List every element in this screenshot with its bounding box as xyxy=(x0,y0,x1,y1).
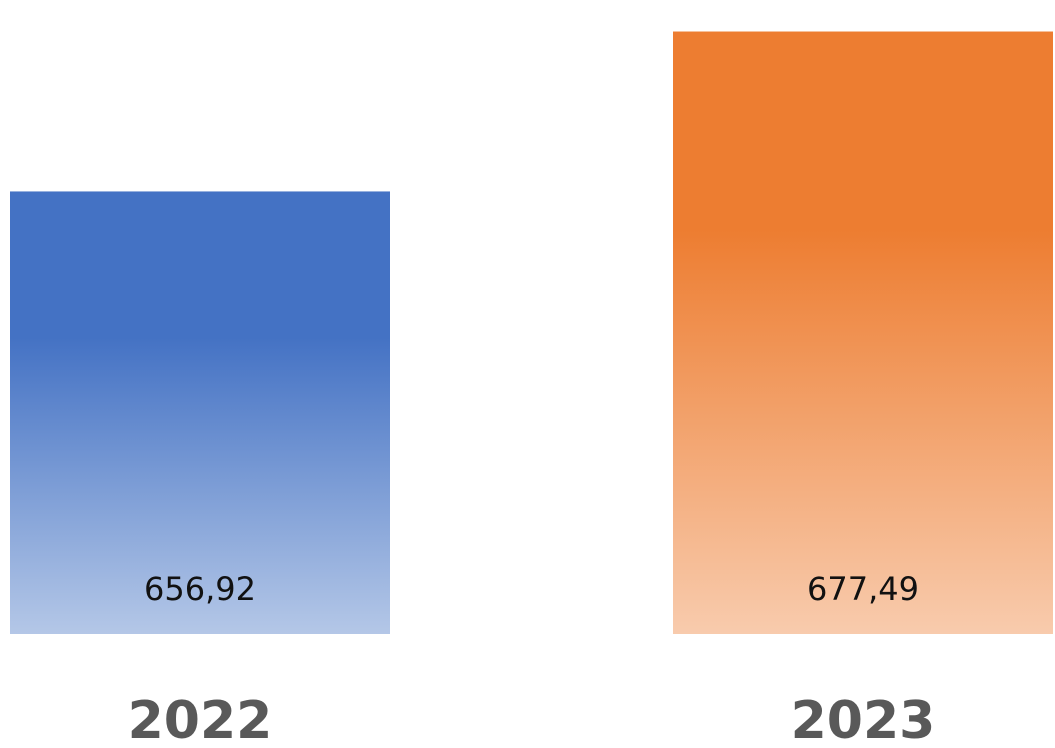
category-label-2023: 2023 xyxy=(791,691,936,748)
category-label-2022: 2022 xyxy=(128,691,273,748)
labels-layer: 656,92 2022 677,49 2023 xyxy=(128,570,936,748)
bar-2023 xyxy=(673,31,1053,634)
bar-2022 xyxy=(10,191,390,634)
data-label-2022: 656,92 xyxy=(144,570,256,608)
data-label-2023: 677,49 xyxy=(807,570,919,608)
bars-layer xyxy=(10,31,1053,634)
